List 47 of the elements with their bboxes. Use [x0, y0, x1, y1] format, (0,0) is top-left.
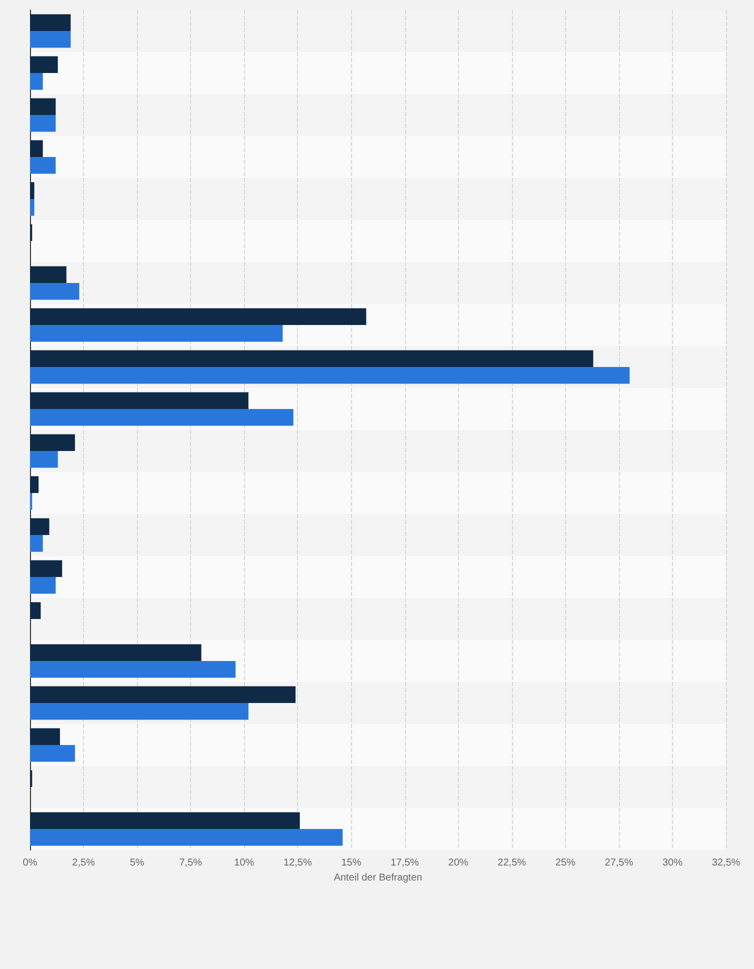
bar [30, 283, 80, 300]
bar [30, 31, 71, 48]
bar [30, 308, 366, 325]
bar [30, 577, 56, 594]
x-tick-label: 10% [234, 858, 254, 868]
x-tick-label: 22,5% [498, 858, 526, 868]
bar [30, 182, 34, 199]
x-tick-label: 0% [22, 858, 38, 868]
bar [30, 728, 60, 745]
bar [30, 434, 75, 451]
bar [30, 266, 66, 283]
bar [30, 686, 296, 703]
bar [30, 829, 343, 846]
bar [30, 745, 75, 762]
x-tick-label: 15% [341, 858, 362, 868]
x-axis-title: Anteil der Befragten [334, 872, 422, 884]
bar [30, 661, 236, 678]
bar [30, 325, 283, 342]
bar [30, 703, 248, 720]
bar [30, 199, 34, 216]
x-tick-label: 12,5% [284, 858, 312, 868]
x-tick-label: 17,5% [390, 858, 420, 868]
x-tick-label: 20% [448, 858, 468, 868]
x-tick-label: 2,5% [72, 858, 96, 868]
x-tick-label: 5% [130, 858, 144, 868]
bar [30, 115, 56, 132]
bar [30, 14, 71, 31]
bar [30, 518, 50, 535]
bar [30, 409, 294, 426]
x-tick-label: 25% [555, 858, 576, 868]
x-tick-label: 27,5% [604, 858, 634, 868]
bar [30, 157, 56, 174]
x-tick-label: 7,5% [179, 858, 202, 868]
bar [30, 451, 58, 468]
x-tick-label: 30% [662, 858, 683, 868]
bar [30, 98, 56, 115]
bar [30, 56, 58, 73]
x-tick-label: 32,5% [712, 858, 740, 868]
bar [30, 644, 202, 661]
bar [30, 140, 43, 157]
bar [30, 535, 43, 552]
bar [30, 392, 248, 409]
bar [30, 73, 43, 90]
bar [30, 812, 300, 829]
bar [30, 476, 39, 493]
bar [30, 602, 41, 619]
bar [30, 560, 62, 577]
